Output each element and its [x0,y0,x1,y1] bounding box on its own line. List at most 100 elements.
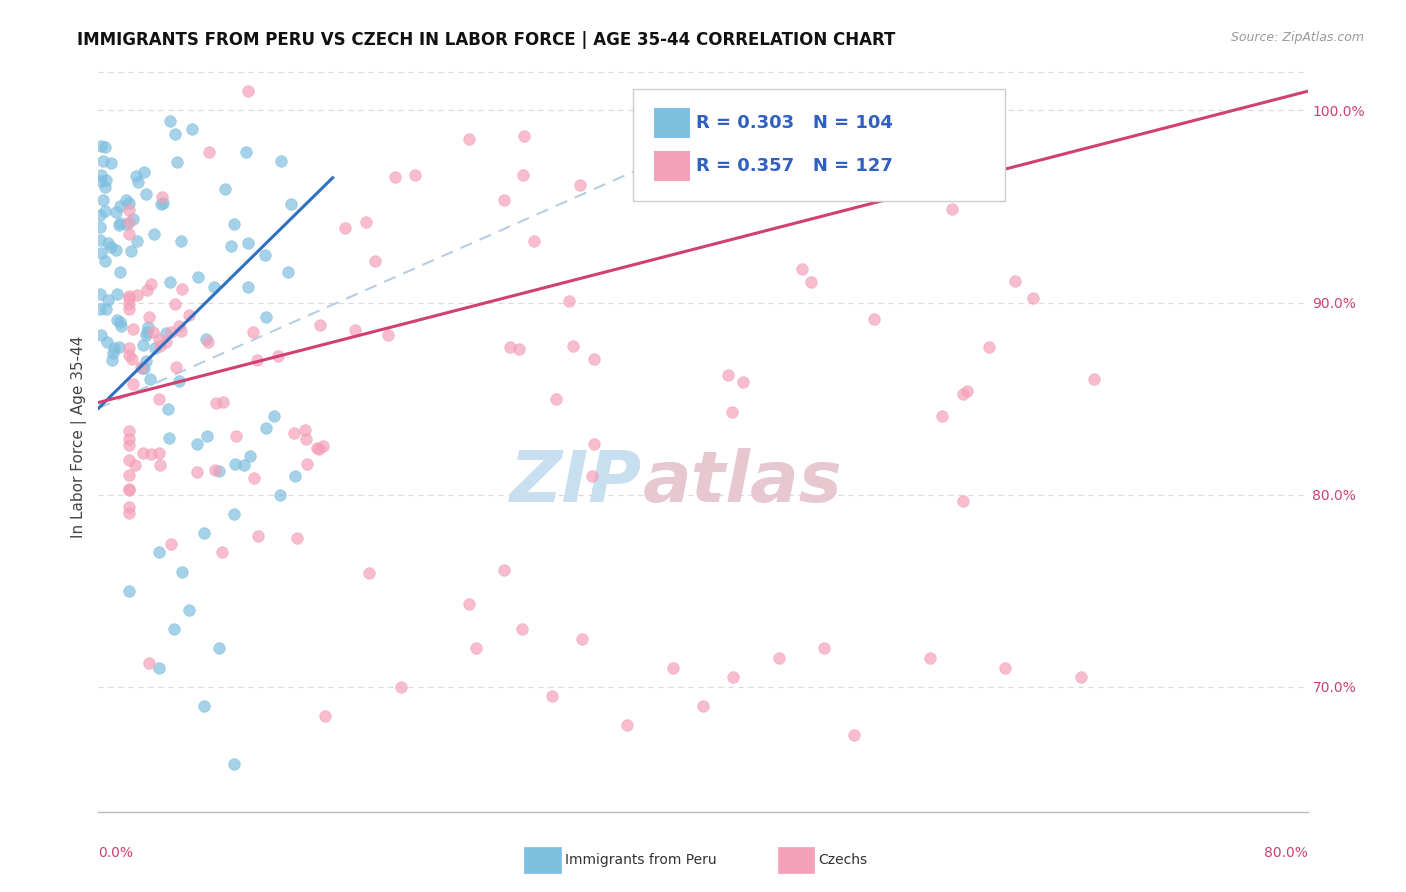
Point [93,140,115,154]
Point [148,458,170,473]
Point [246,529,269,543]
Point [285,532,308,546]
Point [312,438,335,452]
Text: Czechs: Czechs [818,853,868,867]
Point [569,178,592,192]
Point [101,346,124,360]
Point [89,220,111,235]
Point [283,426,305,441]
Point [166,154,188,169]
Point [723,670,745,684]
Point [224,756,246,771]
Point [284,468,307,483]
Text: R = 0.303   N = 104: R = 0.303 N = 104 [696,114,893,132]
Point [110,315,132,329]
Point [177,308,200,322]
Point [135,354,157,368]
Point [108,216,131,230]
Point [364,253,387,268]
Point [118,482,141,496]
Point [125,169,148,184]
Point [571,632,593,646]
Point [121,376,143,391]
Point [143,341,166,355]
Point [100,240,122,254]
Point [238,84,260,98]
Point [170,324,193,338]
Point [136,284,159,298]
Point [204,280,226,294]
Point [918,651,941,665]
Point [89,286,111,301]
Point [149,339,172,353]
Point [224,507,246,521]
Point [118,301,141,316]
Point [357,566,380,580]
Point [108,199,131,213]
Point [1022,292,1045,306]
Point [141,447,163,461]
Point [120,244,142,259]
Point [148,392,170,406]
Point [994,660,1017,674]
Point [720,405,742,419]
Point [118,432,141,446]
Point [844,728,866,742]
Point [582,436,605,450]
Point [94,204,117,219]
Point [235,145,257,160]
Point [122,322,145,336]
Point [142,325,165,339]
Point [94,254,117,268]
Point [170,565,193,579]
Point [1083,372,1105,386]
Point [863,312,886,326]
Point [118,424,141,438]
Point [127,288,149,302]
Point [581,469,603,483]
Point [465,641,488,656]
Point [198,145,221,159]
Point [307,441,329,455]
Point [169,234,191,248]
Point [118,349,141,363]
Point [118,291,141,305]
Point [138,657,160,671]
Point [163,127,186,141]
Point [127,175,149,189]
Point [1004,274,1026,288]
Point [492,564,515,578]
Point [132,338,155,352]
Point [661,660,683,674]
Point [138,310,160,325]
Point [979,341,1001,355]
Point [512,168,534,182]
Point [205,396,228,410]
Point [499,340,522,354]
Point [172,282,194,296]
Point [724,162,747,177]
Point [152,189,174,203]
Point [193,526,215,541]
Point [136,325,159,339]
Point [105,286,128,301]
Point [254,310,277,324]
Point [132,165,155,179]
Point [219,239,242,253]
Point [918,184,941,198]
Point [139,277,162,292]
Point [107,341,129,355]
Text: IMMIGRANTS FROM PERU VS CZECH IN LABOR FORCE | AGE 35-44 CORRELATION CHART: IMMIGRANTS FROM PERU VS CZECH IN LABOR F… [77,31,896,49]
Point [100,156,122,170]
Text: R = 0.357   N = 127: R = 0.357 N = 127 [696,157,893,175]
Point [93,193,115,207]
Point [118,506,141,520]
Point [155,335,177,350]
Point [156,401,179,416]
Point [118,438,141,452]
Point [115,193,138,207]
Point [110,319,132,334]
Point [270,153,292,168]
Point [246,352,269,367]
Point [308,442,330,456]
